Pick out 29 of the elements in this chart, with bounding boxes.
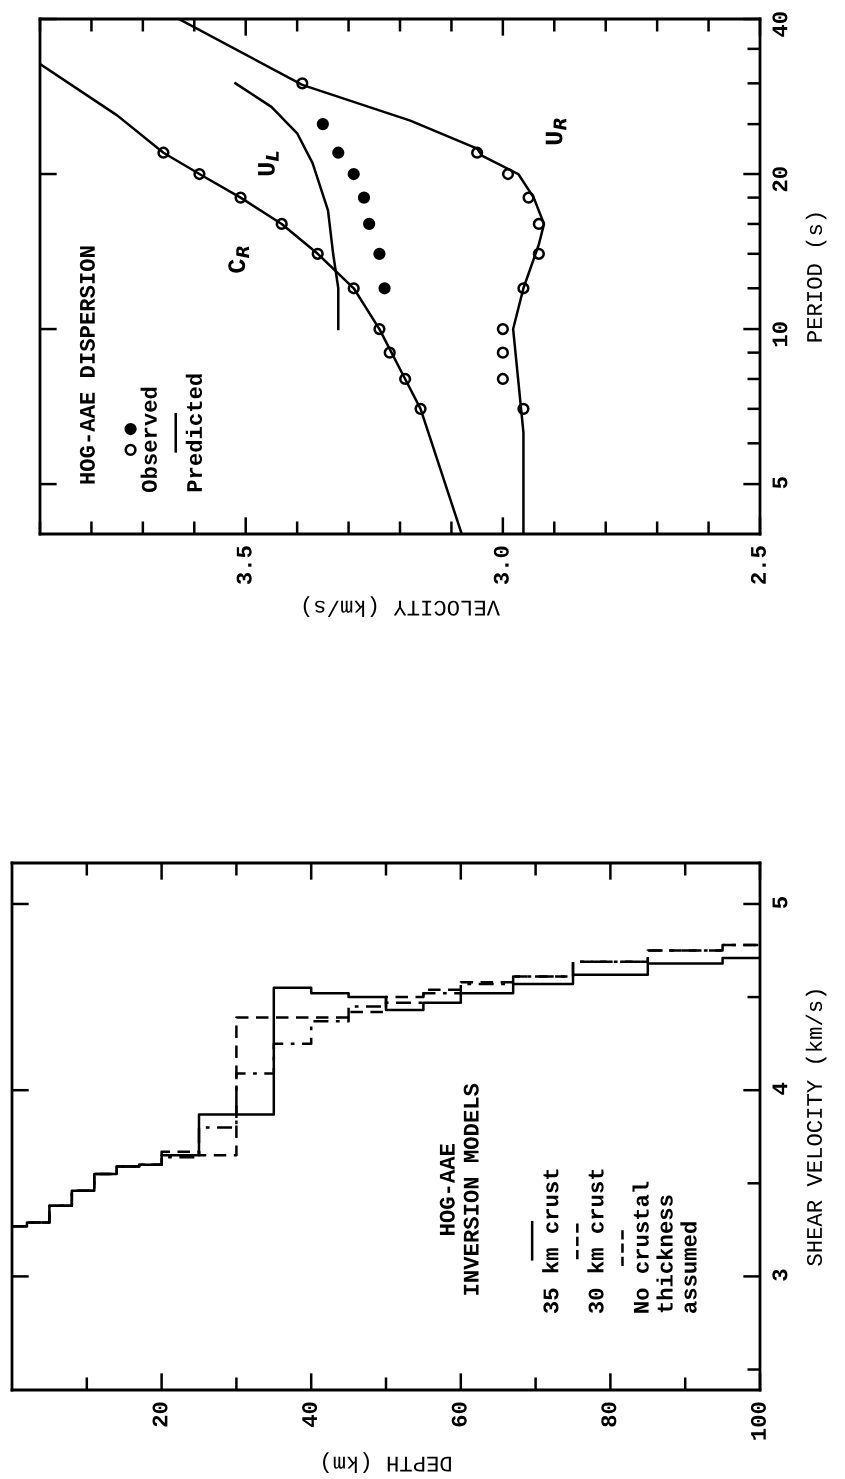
legend-label: 35 km crust [542,1169,559,1314]
legend-label: Observed [140,387,157,493]
y-tick-label: 40 [772,12,788,37]
x-tick-label: 2.5 [750,546,766,584]
y-axis-title: PERIOD (s) [805,213,827,342]
annotation: U$_{R}$ [545,118,567,145]
x-axis-title: VELOCITY (km/s) [303,596,500,617]
y-tick-label: 4 [772,1082,788,1095]
x-tick-label: 60 [451,1402,467,1427]
y-tick-label: 20 [772,167,788,192]
y-tick-label: 10 [772,322,788,347]
legend-label: 30 km crust [587,1169,604,1314]
x-tick-label: 20 [152,1402,168,1427]
x-tick-label: 40 [302,1402,318,1428]
y-axis-title: SHEAR VELOCITY (km/s) [805,990,827,1266]
legend-title: HOG-AAE DISPERSION [79,246,95,484]
x-tick-label: 100 [750,1402,766,1440]
x-tick-label: 3.5 [236,546,252,585]
y-tick-label: 5 [772,477,788,489]
x-axis-title: DEPTH (km) [323,1452,451,1473]
y-tick-label: 3 [772,1269,788,1281]
legend-label: No crustal thickness assumed [632,1181,697,1313]
annotation: C$_{R}$ [228,246,250,273]
x-tick-label: 80 [601,1402,617,1427]
annotation: U$_{L}$ [258,151,279,176]
x-tick-label: 3.0 [493,546,509,585]
y-tick-label: 5 [772,897,788,909]
legend-label: Predicted [185,374,203,492]
legend-title: HOG-AAE INVERSION MODELS [439,1083,479,1295]
